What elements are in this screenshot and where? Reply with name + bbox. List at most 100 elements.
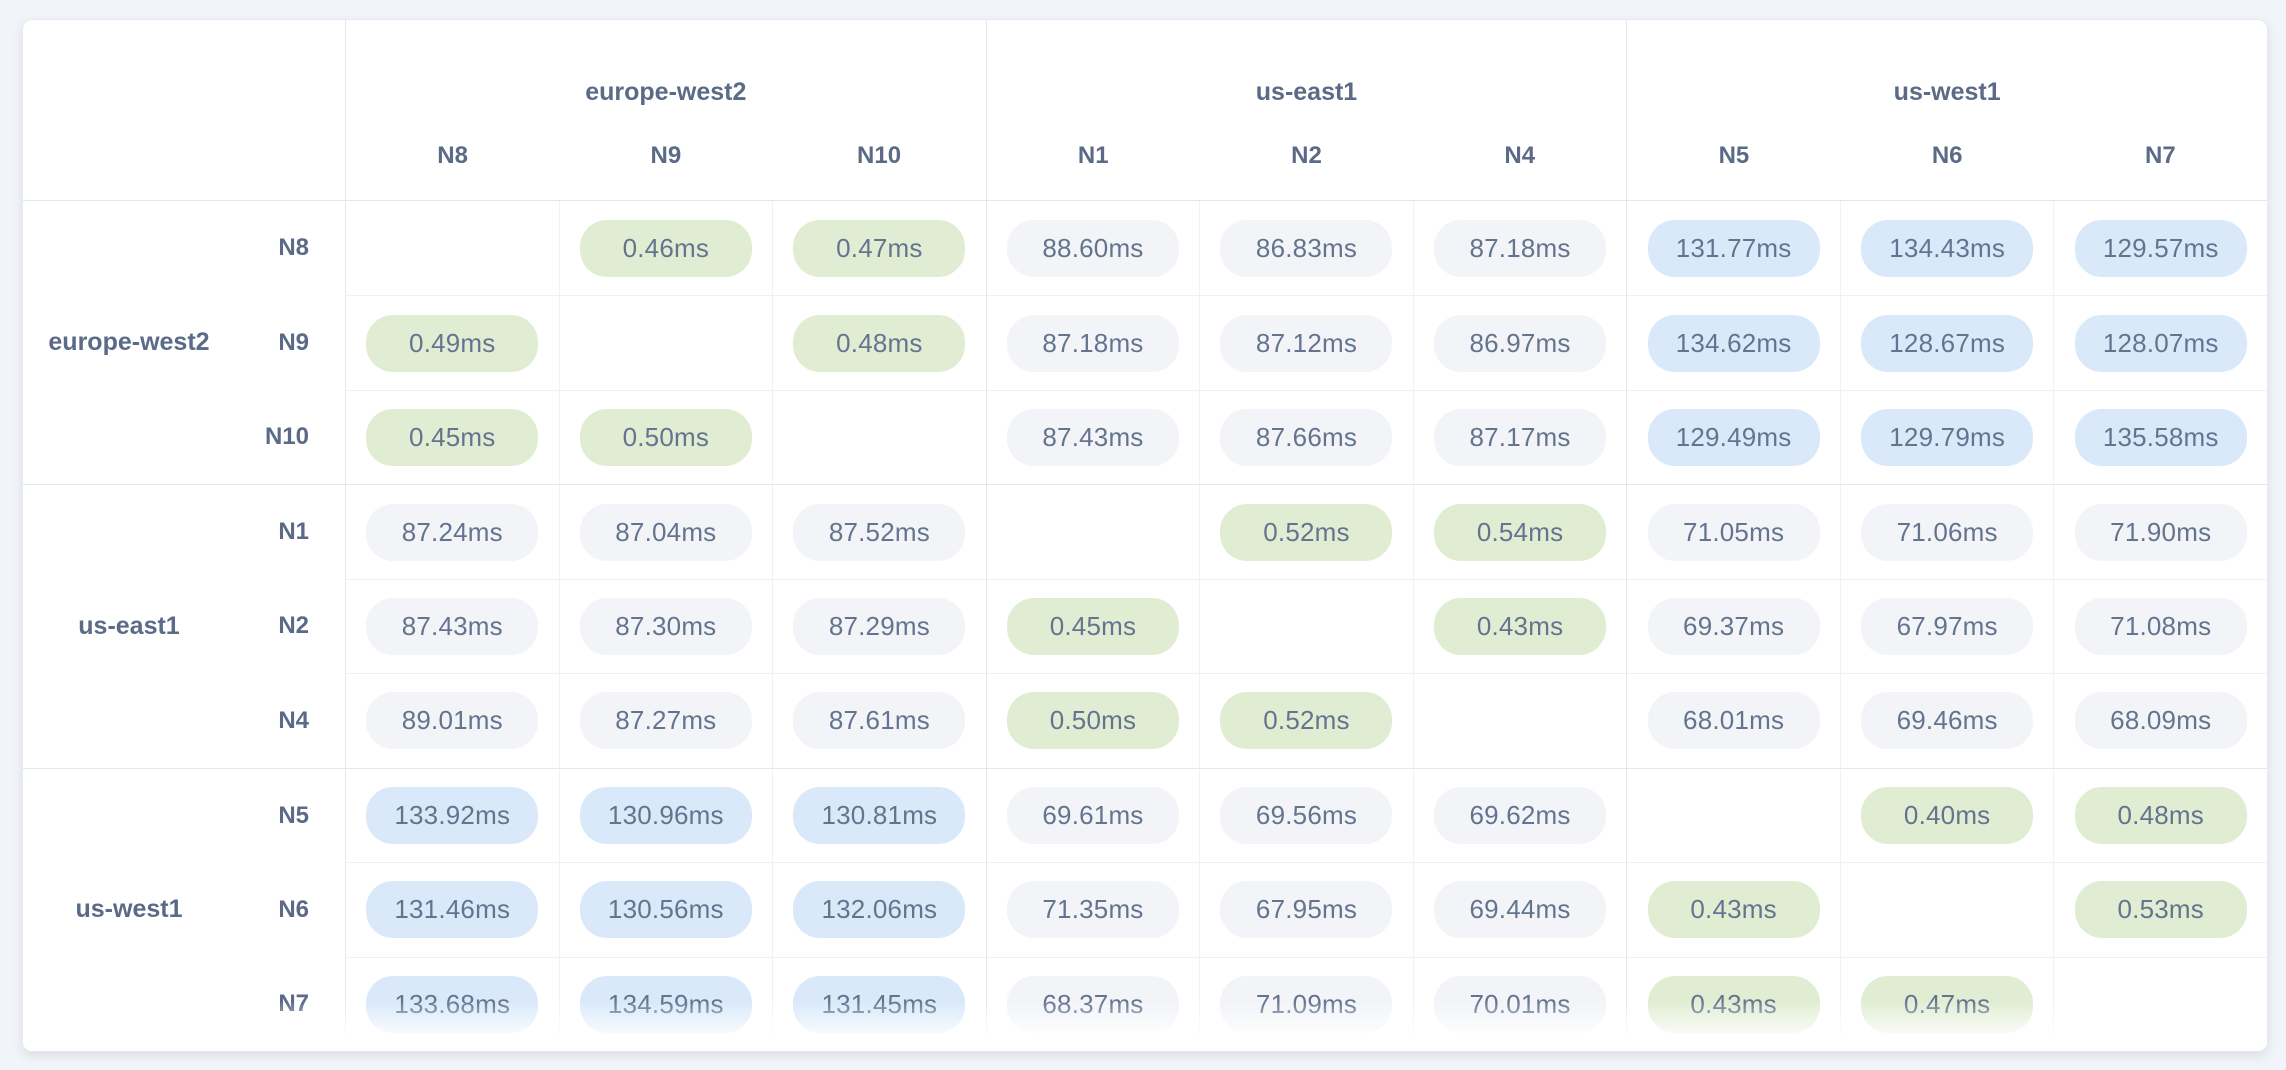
latency-pill: 130.81ms [793,786,966,844]
latency-pill: 69.37ms [1647,597,1820,655]
latency-pill: 0.48ms [793,314,966,372]
latency-cell-N6-N6 [1839,862,2054,957]
latency-cell-N10-N7: 135.58ms [2053,389,2267,485]
latency-cell-N6-N4: 69.44ms [1412,862,1627,957]
column-node-header-N9: N9 [650,142,682,169]
latency-cell-N7-N1: 68.37ms [985,956,1200,1051]
latency-cell-N9-N6: 128.67ms [1839,295,2054,390]
latency-cell-N4-N9: 87.27ms [558,673,773,768]
latency-pill: 71.08ms [2074,597,2247,655]
latency-pill: 87.52ms [793,503,966,561]
latency-cell-N10-N10 [772,389,986,485]
latency-cell-N9-N8: 0.49ms [345,295,559,390]
latency-pill: 67.95ms [1220,881,1393,939]
latency-cell-N4-N7: 68.09ms [2053,673,2267,768]
latency-pill: 68.37ms [1006,975,1179,1033]
latency-pill: 86.97ms [1434,314,1607,372]
latency-pill: 130.56ms [579,881,752,939]
latency-pill: 135.58ms [2074,409,2247,467]
latency-pill: 87.24ms [366,503,539,561]
latency-cell-N1-N5: 71.05ms [1626,484,1840,579]
latency-pill: 0.50ms [579,409,752,467]
latency-cell-N9-N4: 86.97ms [1412,295,1627,390]
latency-pill: 131.45ms [793,975,966,1033]
latency-cell-N4-N1: 0.50ms [985,673,1200,768]
latency-cell-N2-N6: 67.97ms [1839,578,2054,674]
latency-cell-N8-N8 [345,201,559,296]
row-group-header-us-west1: us-west1 N5 N6 N7 [23,767,345,1051]
latency-cell-N7-N10: 131.45ms [772,956,986,1051]
column-node-headers: N1 N2 N4 [987,142,1627,170]
latency-matrix-grid: europe-west2 N8 N9 N10 us-east1 N1 N2 N4 us-west… [23,20,2267,1051]
column-node-header-N10: N10 [857,142,902,169]
column-node-header-N5: N5 [1718,142,1750,169]
latency-cell-N5-N6: 0.40ms [1839,767,2054,863]
latency-pill: 88.60ms [1006,219,1179,277]
column-node-header-N2: N2 [1291,142,1322,169]
row-node-header-N6: N6 [278,895,309,923]
latency-cell-N8-N1: 88.60ms [985,201,1200,296]
latency-pill: 69.61ms [1006,786,1179,844]
latency-cell-N10-N9: 0.50ms [558,389,773,485]
latency-pill: 87.43ms [1006,409,1179,467]
latency-cell-N8-N4: 87.18ms [1412,201,1627,296]
latency-pill: 0.43ms [1434,597,1607,655]
latency-pill: 87.43ms [366,597,539,655]
latency-cell-N4-N8: 89.01ms [345,673,559,768]
row-group-title-wrap: us-east1 [23,485,235,767]
latency-cell-N5-N8: 133.92ms [345,767,559,863]
latency-cell-N9-N1: 87.18ms [985,295,1200,390]
latency-cell-N2-N4: 0.43ms [1412,578,1627,674]
latency-pill: 89.01ms [366,692,539,750]
latency-cell-N4-N10: 87.61ms [772,673,986,768]
latency-pill: 134.62ms [1647,314,1820,372]
latency-cell-N10-N5: 129.49ms [1626,389,1840,485]
latency-pill: 87.61ms [793,692,966,750]
column-node-header-N4: N4 [1504,142,1536,169]
column-node-header-N8: N8 [437,142,468,169]
latency-pill: 128.07ms [2074,314,2247,372]
latency-matrix-card: europe-west2 N8 N9 N10 us-east1 N1 N2 N4 us-west… [22,19,2268,1052]
latency-cell-N5-N1: 69.61ms [985,767,1200,863]
latency-pill: 134.43ms [1861,219,2034,277]
latency-cell-N8-N6: 134.43ms [1839,201,2054,296]
row-node-headers: N5 N6 N7 [235,769,345,1051]
latency-cell-N6-N1: 71.35ms [985,862,1200,957]
row-node-header-N8: N8 [278,234,309,262]
latency-cell-N10-N8: 0.45ms [345,389,559,485]
latency-pill: 71.90ms [2074,503,2247,561]
row-node-header-N9: N9 [278,328,309,356]
latency-cell-N5-N9: 130.96ms [558,767,773,863]
latency-pill: 133.92ms [366,786,539,844]
column-group-title: us-west1 [1893,78,2001,106]
latency-cell-N6-N7: 0.53ms [2053,862,2267,957]
row-node-header-N2: N2 [278,612,309,640]
row-node-headers: N1 N2 N4 [235,485,345,767]
latency-cell-N7-N2: 71.09ms [1199,956,1413,1051]
latency-cell-N8-N10: 0.47ms [772,201,986,296]
row-node-headers: N8 N9 N10 [235,201,345,484]
latency-pill: 130.96ms [579,786,752,844]
latency-pill: 132.06ms [793,881,966,939]
latency-cell-N9-N9 [558,295,773,390]
latency-pill: 129.57ms [2074,219,2247,277]
latency-cell-N10-N6: 129.79ms [1839,389,2054,485]
column-group-title: europe-west2 [585,78,747,106]
latency-pill: 0.47ms [1861,975,2034,1033]
latency-cell-N7-N8: 133.68ms [345,956,559,1051]
latency-cell-N2-N7: 71.08ms [2053,578,2267,674]
latency-pill: 71.09ms [1220,975,1393,1033]
latency-pill: 68.09ms [2074,692,2247,750]
latency-pill: 0.45ms [1006,597,1179,655]
latency-pill: 71.06ms [1861,503,2034,561]
latency-cell-N5-N2: 69.56ms [1199,767,1413,863]
latency-pill: 87.17ms [1434,409,1607,467]
latency-cell-N6-N9: 130.56ms [558,862,773,957]
column-group-header-europe-west2: europe-west2 N8 N9 N10 [345,20,986,201]
column-node-headers: N8 N9 N10 [346,142,986,170]
latency-cell-N7-N7 [2053,956,2267,1051]
row-node-header-N1: N1 [278,518,309,546]
latency-pill: 87.27ms [579,692,752,750]
latency-pill: 0.43ms [1647,975,1820,1033]
latency-pill: 133.68ms [366,975,539,1033]
